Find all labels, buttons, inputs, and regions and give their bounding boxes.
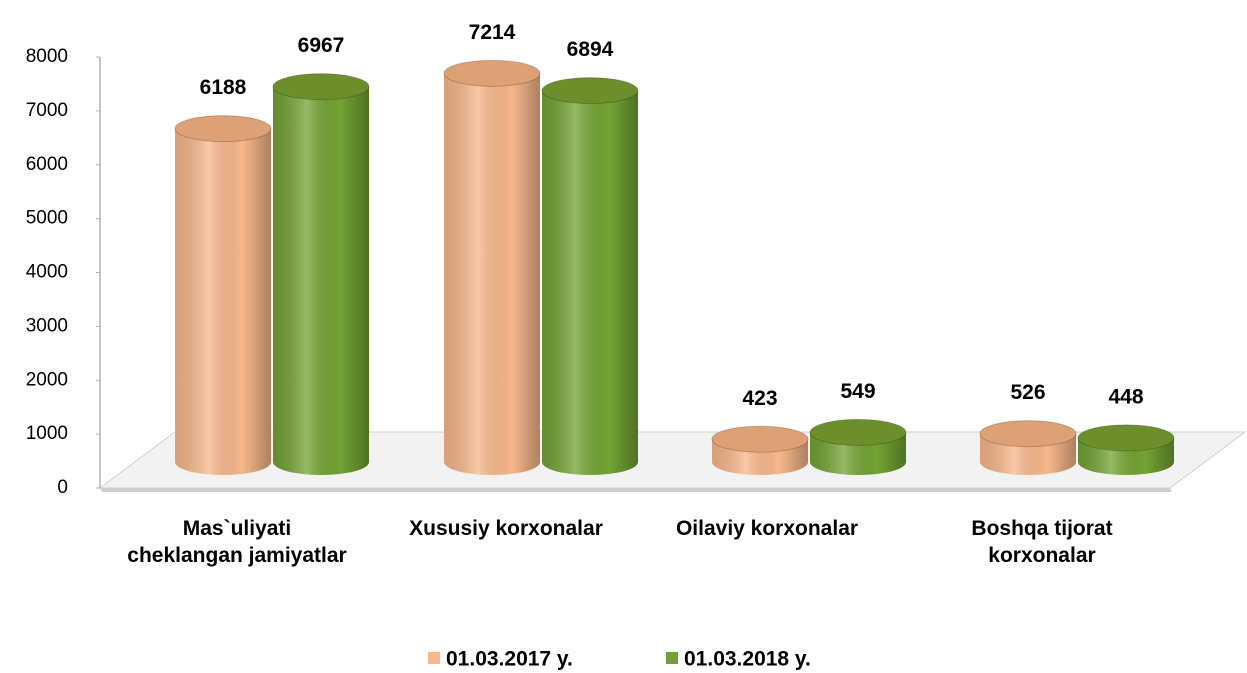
cylinder-top-shade: [175, 115, 271, 142]
cylinder-top: [541, 77, 639, 105]
x-tick-label: Mas`uliyati cheklangan jamiyatlar: [127, 517, 347, 567]
y-tick-label: 4000: [26, 262, 68, 283]
value-label: 6188: [200, 76, 247, 99]
cylinder-top-shade: [542, 77, 638, 104]
legend-label: 01.03.2017 y.: [446, 648, 573, 671]
cylinder-top: [979, 420, 1077, 448]
value-label: 549: [840, 380, 875, 403]
cylinder-top-shade: [980, 420, 1076, 447]
cylinder-top-shade: [444, 60, 540, 87]
x-tick-label: Xususiy korxonalar: [409, 517, 603, 540]
cylinder-top: [1077, 424, 1175, 452]
y-tick-label: 0: [57, 477, 68, 498]
cylinder-top: [272, 73, 370, 101]
cylinder-shade: [273, 86, 369, 475]
value-label: 448: [1108, 385, 1143, 408]
value-label: 6894: [567, 38, 614, 61]
cylinder-top-shade: [810, 419, 906, 446]
y-tick-label: 2000: [26, 369, 68, 390]
cylinder-top-shade: [273, 73, 369, 100]
cylinder-top: [809, 418, 907, 446]
cylinder-top: [711, 425, 809, 453]
cylinder-top: [443, 59, 541, 87]
value-label: 423: [742, 387, 777, 410]
value-label: 7214: [469, 21, 516, 44]
cylinder-shade: [175, 128, 271, 475]
cylinder-top: [174, 115, 272, 143]
y-tick-label: 7000: [26, 100, 68, 121]
y-tick-label: 3000: [26, 315, 68, 336]
legend-swatch: [666, 652, 678, 664]
legend-swatch: [428, 652, 440, 664]
y-tick-label: 5000: [26, 208, 68, 229]
y-tick-label: 8000: [26, 46, 68, 67]
legend-label: 01.03.2018 y.: [684, 648, 811, 671]
y-tick-label: 6000: [26, 154, 68, 175]
cylinder-top-shade: [712, 426, 808, 453]
cylinder-top-shade: [1078, 424, 1174, 451]
x-tick-label: Boshqa tijorat korxonalar: [971, 517, 1113, 567]
cylinder-shade: [542, 90, 638, 475]
y-tick-label: 1000: [26, 423, 68, 444]
value-label: 526: [1010, 381, 1045, 404]
cylinder-shade: [444, 73, 540, 475]
value-label: 6967: [298, 34, 345, 57]
floor-edge: [100, 488, 1172, 492]
x-tick-label: Oilaviy korxonalar: [675, 517, 859, 540]
